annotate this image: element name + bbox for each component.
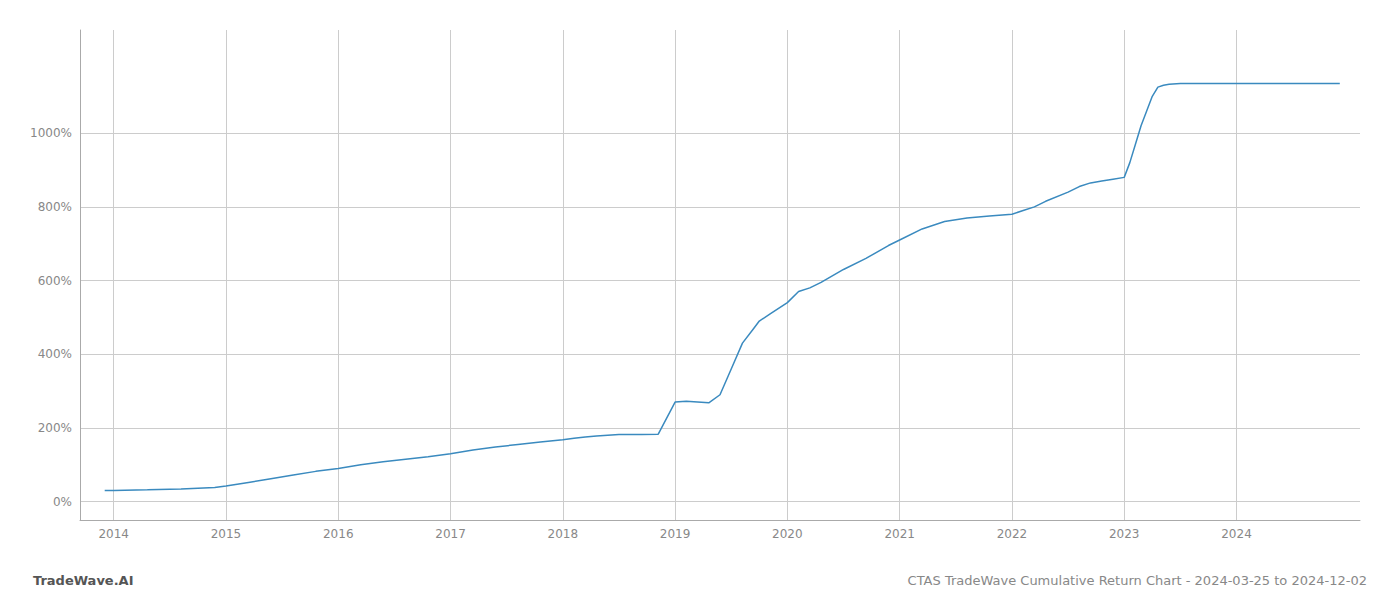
svg-text:1000%: 1000% — [30, 126, 72, 140]
svg-text:2014: 2014 — [98, 527, 129, 541]
svg-text:CTAS TradeWave Cumulative Retu: CTAS TradeWave Cumulative Return Chart -… — [908, 573, 1367, 588]
svg-text:2024: 2024 — [1221, 527, 1252, 541]
svg-text:2018: 2018 — [548, 527, 579, 541]
svg-text:2017: 2017 — [435, 527, 466, 541]
svg-text:0%: 0% — [53, 495, 72, 509]
svg-text:2015: 2015 — [211, 527, 242, 541]
svg-text:TradeWave.AI: TradeWave.AI — [33, 573, 134, 588]
svg-text:200%: 200% — [38, 421, 72, 435]
svg-text:2019: 2019 — [660, 527, 691, 541]
svg-text:2020: 2020 — [772, 527, 803, 541]
svg-text:800%: 800% — [38, 200, 72, 214]
svg-text:2016: 2016 — [323, 527, 354, 541]
svg-text:2022: 2022 — [997, 527, 1028, 541]
svg-text:2021: 2021 — [884, 527, 915, 541]
svg-text:400%: 400% — [38, 347, 72, 361]
svg-text:600%: 600% — [38, 274, 72, 288]
svg-text:2023: 2023 — [1109, 527, 1140, 541]
